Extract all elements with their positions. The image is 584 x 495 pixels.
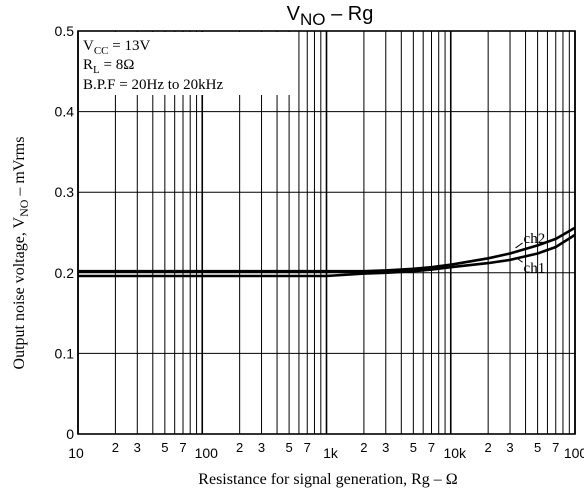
x-minor-tick-label: 5 — [534, 440, 541, 455]
x-minor-tick-label: 7 — [428, 440, 435, 455]
series-line-ch1 — [78, 233, 576, 278]
series-layer — [78, 226, 576, 278]
x-minor-tick-label: 2 — [485, 440, 492, 455]
x-minor-tick-label: 2 — [112, 440, 119, 455]
conditions-box — [79, 32, 291, 95]
x-major-tick-label: 10k — [443, 445, 467, 461]
y-tick-label: 0.1 — [55, 345, 75, 361]
y-tick-label: 0.2 — [55, 265, 75, 281]
y-tick-label: 0.3 — [55, 184, 75, 200]
condition-rl: RL = 8Ω — [83, 57, 134, 76]
y-axis-label: Output noise voltage, VNO – mVrms — [11, 137, 31, 370]
x-minor-tick-label: 7 — [304, 440, 311, 455]
series-label-leader — [515, 256, 523, 263]
x-minor-tick-label: 3 — [134, 440, 141, 455]
condition-bpf: B.P.F = 20Hz to 20kHz — [83, 77, 223, 93]
y-tick-label: 0.4 — [55, 104, 75, 120]
x-minor-tick-label: 5 — [410, 440, 417, 455]
x-minor-tick-label: 7 — [552, 440, 559, 455]
plot-frame — [77, 30, 576, 435]
y-tick-label: 0.5 — [55, 23, 75, 39]
x-major-tick-label: 100 — [195, 445, 219, 461]
series-line-ch2 — [78, 226, 576, 273]
x-minor-tick-label: 2 — [360, 440, 367, 455]
series-label-leader — [515, 242, 523, 249]
x-minor-tick-label: 5 — [161, 440, 168, 455]
x-major-tick-label: 10 — [68, 445, 84, 461]
x-axis-label: Resistance for signal generation, Rg – Ω — [198, 471, 457, 488]
x-minor-tick-label: 5 — [285, 440, 292, 455]
x-minor-tick-label: 3 — [506, 440, 513, 455]
x-minor-tick-label: 7 — [179, 440, 186, 455]
x-minor-tick-label: 3 — [258, 440, 265, 455]
x-major-tick-label: 1k — [323, 445, 339, 461]
x-minor-tick-label: 3 — [382, 440, 389, 455]
y-tick-labels: 0 0.1 0.2 0.3 0.4 0.5 — [55, 23, 75, 442]
series-labels: ch2 ch1 — [515, 231, 546, 276]
series-label-ch1: ch1 — [524, 260, 546, 276]
chart-title: VNO – Rg — [287, 3, 374, 29]
x-tick-labels: 101001k10k100k2357235723572357 — [68, 440, 584, 461]
x-major-tick-label: 100k — [564, 445, 584, 461]
y-tick-label: 0 — [66, 426, 74, 442]
condition-vcc: VCC = 13V — [83, 38, 150, 57]
x-minor-tick-label: 2 — [236, 440, 243, 455]
series-label-ch2: ch2 — [524, 231, 546, 247]
